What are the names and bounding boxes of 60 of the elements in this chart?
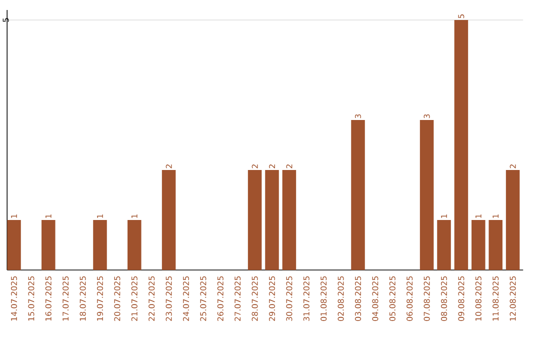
bar <box>128 220 142 270</box>
x-tick-label: 02.08.2025 <box>338 276 344 321</box>
x-tick-label: 07.08.2025 <box>424 276 430 321</box>
x-tick-label: 17.07.2025 <box>62 276 69 321</box>
bar <box>351 120 365 270</box>
data-label: 2 <box>269 164 275 168</box>
x-tick-label: 03.08.2025 <box>354 276 362 321</box>
x-tick-label: 05.08.2025 <box>389 276 396 321</box>
x-tick-label: 19.07.2025 <box>96 276 104 321</box>
bar <box>472 220 486 270</box>
x-tick-label: 31.07.2025 <box>303 276 310 321</box>
bar <box>506 170 520 270</box>
data-label: 1 <box>475 214 482 218</box>
x-tick-label: 11.08.2025 <box>492 276 499 321</box>
data-label: 1 <box>97 214 103 218</box>
x-tick-label: 25.07.2025 <box>200 276 206 321</box>
x-tick-label: 22.07.2025 <box>148 276 155 321</box>
x-tick-label: 09.08.2025 <box>458 276 464 321</box>
data-label: 2 <box>252 164 258 168</box>
bar <box>437 220 451 270</box>
data-label: 1 <box>45 214 52 218</box>
x-tick-label: 01.08.2025 <box>320 276 327 321</box>
bar <box>488 220 502 270</box>
x-tick-label: 14.07.2025 <box>10 276 18 321</box>
x-tick-label: 16.07.2025 <box>45 276 52 321</box>
bar <box>265 170 279 270</box>
x-tick-label: 26.07.2025 <box>217 276 224 321</box>
x-tick-label: 20.07.2025 <box>114 276 120 321</box>
data-label: 1 <box>492 214 499 218</box>
bar <box>42 220 56 270</box>
data-label: 3 <box>424 114 430 118</box>
data-label: 2 <box>166 164 172 168</box>
data-label: 1 <box>131 214 138 218</box>
x-tick-label: 08.08.2025 <box>440 276 448 321</box>
x-tick-label: 27.07.2025 <box>234 276 241 321</box>
x-tick-label: 21.07.2025 <box>131 276 138 321</box>
x-tick-label: 06.08.2025 <box>406 276 413 321</box>
data-label: 1 <box>441 214 447 218</box>
data-label: 2 <box>286 164 292 168</box>
data-label: 5 <box>458 14 464 18</box>
x-tick-label: 28.07.2025 <box>252 276 258 321</box>
x-tick-label: 30.07.2025 <box>286 276 292 321</box>
bar <box>420 120 434 270</box>
x-tick-label: 15.07.2025 <box>28 276 34 321</box>
bar <box>93 220 107 270</box>
x-tick-label: 10.08.2025 <box>475 276 482 321</box>
data-label: 3 <box>354 114 362 118</box>
x-tick-label: 12.08.2025 <box>510 276 516 321</box>
x-tick-label: 04.08.2025 <box>372 276 378 321</box>
bar <box>454 20 468 270</box>
x-tick-label: 29.07.2025 <box>268 276 276 321</box>
data-label: 2 <box>510 164 516 168</box>
bar <box>7 220 21 270</box>
data-label: 1 <box>11 214 17 218</box>
bar <box>248 170 262 270</box>
bar <box>162 170 176 270</box>
x-tick-label: 18.07.2025 <box>80 276 86 321</box>
x-tick-label: 23.07.2025 <box>166 276 172 321</box>
x-tick-label: 24.07.2025 <box>182 276 190 321</box>
bar <box>282 170 296 270</box>
